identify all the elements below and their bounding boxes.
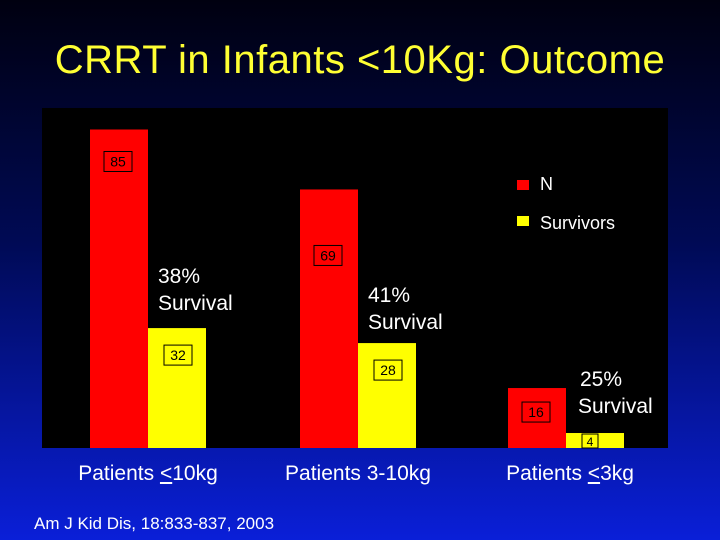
citation: Am J Kid Dis, 18:833-837, 2003 [34,514,275,533]
category-label-1: Patients <10kg [78,462,218,486]
legend-box [505,168,651,240]
legend-label-survivors: Survivors [540,213,615,233]
value-label-box-survivors-3 [581,433,599,449]
survival-percent-2: 41% [368,284,410,307]
value-label-box-survivors-2 [373,359,403,381]
value-label-box-n-3 [521,401,551,423]
survival-label-3: Survival [578,395,653,418]
category-label-3: Patients <3kg [506,462,634,486]
legend-swatch-n [517,180,529,190]
bar-n-2 [300,189,358,448]
value-label-survivors-2: 28 [380,362,396,378]
value-label-survivors-3: 4 [587,435,594,449]
bar-survivors-2 [358,343,416,448]
category-label-suffix: 10kg [172,462,218,485]
value-label-n-1: 85 [110,153,126,169]
value-label-box-n-2 [313,244,343,266]
category-label-2: Patients 3-10kg [285,462,431,486]
survival-label-2: Survival [368,311,443,334]
value-label-box-survivors-1 [163,344,193,366]
category-label-symbol: < [587,462,601,485]
legend-swatch-survivors [517,216,529,226]
slide-title: CRRT in Infants <10Kg: Outcome [54,38,666,82]
legend-label-n: N [540,174,553,194]
survival-percent-3: 25% [580,368,622,391]
bar-n-1 [90,129,148,448]
category-label-prefix: Patients 3-10kg [285,462,431,485]
value-label-n-3: 16 [528,404,544,420]
value-label-n-2: 69 [320,247,336,263]
value-label-box-n-1 [103,150,133,172]
category-label-symbol: < [159,462,173,485]
survival-percent-1: 38% [158,265,200,288]
legend: N Survivors [505,168,651,240]
category-label-prefix: Patients [78,462,160,485]
value-label-survivors-1: 32 [170,347,186,363]
category-label-prefix: Patients [506,462,588,485]
survival-label-1: Survival [158,292,233,315]
category-label-suffix: 3kg [600,462,634,485]
